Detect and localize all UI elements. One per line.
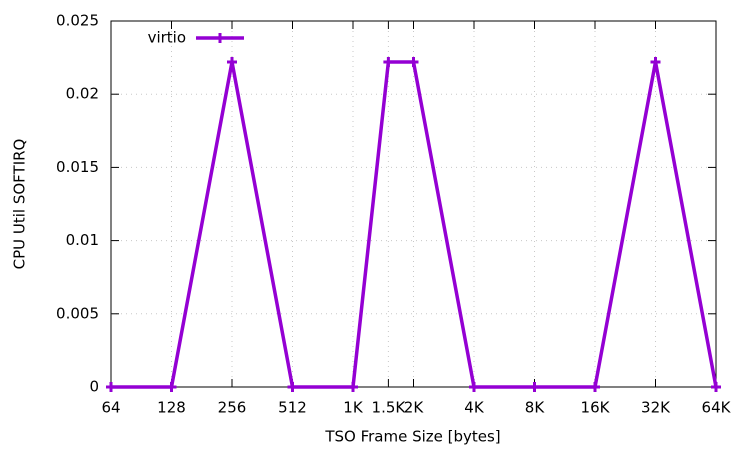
legend-label: virtio <box>148 29 186 47</box>
plot-frame <box>110 20 717 388</box>
x-tick-label: 64K <box>702 399 732 417</box>
data-point <box>348 382 358 392</box>
x-tick-label: 256 <box>218 399 247 417</box>
x-tick-label: 64 <box>101 399 120 417</box>
data-point <box>469 382 479 392</box>
x-tick-label: 512 <box>278 399 307 417</box>
data-point <box>166 382 177 392</box>
x-tick-label: 1K <box>343 399 364 417</box>
legend-marker <box>215 33 225 43</box>
y-tick-label: 0.02 <box>66 85 99 103</box>
x-tick-label: 4K <box>464 399 485 417</box>
y-tick-label: 0 <box>89 378 99 396</box>
x-tick-label: 32K <box>641 399 671 417</box>
data-point <box>408 56 419 67</box>
data-point <box>383 56 394 67</box>
x-tick-label: 16K <box>581 399 611 417</box>
data-line <box>111 60 718 389</box>
data-point <box>711 382 721 392</box>
x-tick-label: 1.5K <box>372 399 407 417</box>
x-tick-label: 8K <box>525 399 546 417</box>
y-tick-label: 0.005 <box>56 304 99 322</box>
y-tick-label: 0.015 <box>56 158 99 176</box>
data-point <box>650 56 661 67</box>
data-point <box>287 382 298 392</box>
y-tick-label: 0.01 <box>66 231 99 249</box>
y-axis-label: CPU Util SOFTIRQ <box>11 139 29 270</box>
y-tick-label: 0.025 <box>56 12 99 30</box>
data-point <box>529 382 540 392</box>
data-point <box>590 382 600 392</box>
x-tick-label: 128 <box>157 399 186 417</box>
x-axis-label: TSO Frame Size [bytes] <box>324 428 500 446</box>
data-point <box>227 56 237 67</box>
data-point <box>106 382 116 392</box>
x-tick-label: 2K <box>404 399 425 417</box>
